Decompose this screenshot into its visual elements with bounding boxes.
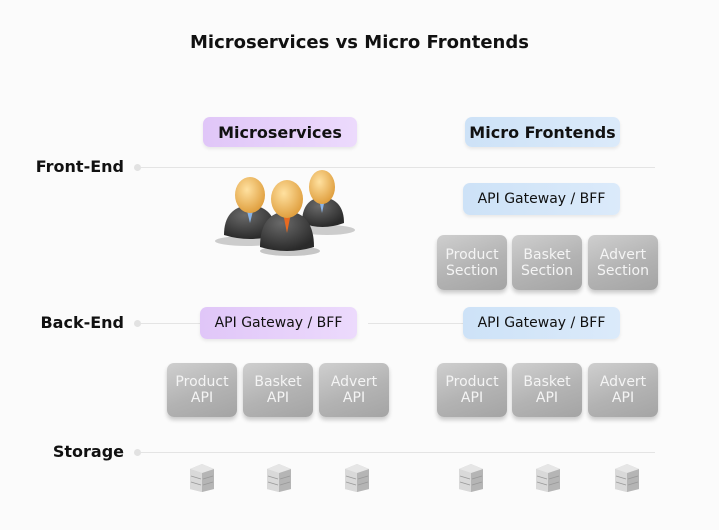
row-label-storage: Storage <box>52 442 124 461</box>
database-server-icon <box>614 463 640 493</box>
box-label: Product <box>175 374 229 390</box>
mf-section-advert: Advert Section <box>588 235 658 290</box>
ms-api-product: Product API <box>167 363 237 417</box>
row-dot <box>134 164 141 171</box>
box-label: Basket <box>523 246 571 263</box>
row-dot <box>134 449 141 456</box>
mf-api-product: Product API <box>437 363 507 417</box>
database-server-icon <box>458 463 484 493</box>
box-label: Product <box>445 374 499 390</box>
box-label: API <box>342 390 366 406</box>
mf-api-basket: Basket API <box>512 363 582 417</box>
box-label: Advert <box>599 246 647 263</box>
box-label: API <box>266 390 290 406</box>
box-label: API <box>190 390 214 406</box>
box-label: Basket <box>254 374 302 390</box>
row-dot <box>134 320 141 327</box>
database-server-icon <box>266 463 292 493</box>
ms-backend-gateway: API Gateway / BFF <box>200 307 357 339</box>
mf-frontend-gateway: API Gateway / BFF <box>463 183 620 215</box>
box-label: Section <box>445 262 498 279</box>
database-server-icon <box>344 463 370 493</box>
mf-section-basket: Basket Section <box>512 235 582 290</box>
box-label: API <box>611 390 635 406</box>
mf-section-product: Product Section <box>437 235 507 290</box>
row-label-back-end: Back-End <box>40 313 124 332</box>
row-label-front-end: Front-End <box>35 157 124 176</box>
ms-api-basket: Basket API <box>243 363 313 417</box>
people-group-icon <box>215 170 355 256</box>
row-line-back-end <box>141 323 201 324</box>
mf-api-advert: Advert API <box>588 363 658 417</box>
row-line-back-end <box>368 323 463 324</box>
box-label: Advert <box>599 374 647 390</box>
box-label: Section <box>520 262 573 279</box>
row-line-front-end <box>141 167 655 168</box>
diagram-title: Microservices vs Micro Frontends <box>190 32 529 53</box>
box-label: Advert <box>330 374 378 390</box>
box-label: Section <box>596 262 649 279</box>
box-label: API <box>460 390 484 406</box>
mf-backend-gateway: API Gateway / BFF <box>463 307 620 339</box>
box-label: Product <box>445 246 499 263</box>
row-line-storage <box>141 452 655 453</box>
database-server-icon <box>535 463 561 493</box>
box-label: Basket <box>523 374 571 390</box>
box-label: API <box>535 390 559 406</box>
database-server-icon <box>189 463 215 493</box>
micro-frontends-heading: Micro Frontends <box>465 117 620 147</box>
ms-api-advert: Advert API <box>319 363 389 417</box>
microservices-heading: Microservices <box>203 117 357 147</box>
